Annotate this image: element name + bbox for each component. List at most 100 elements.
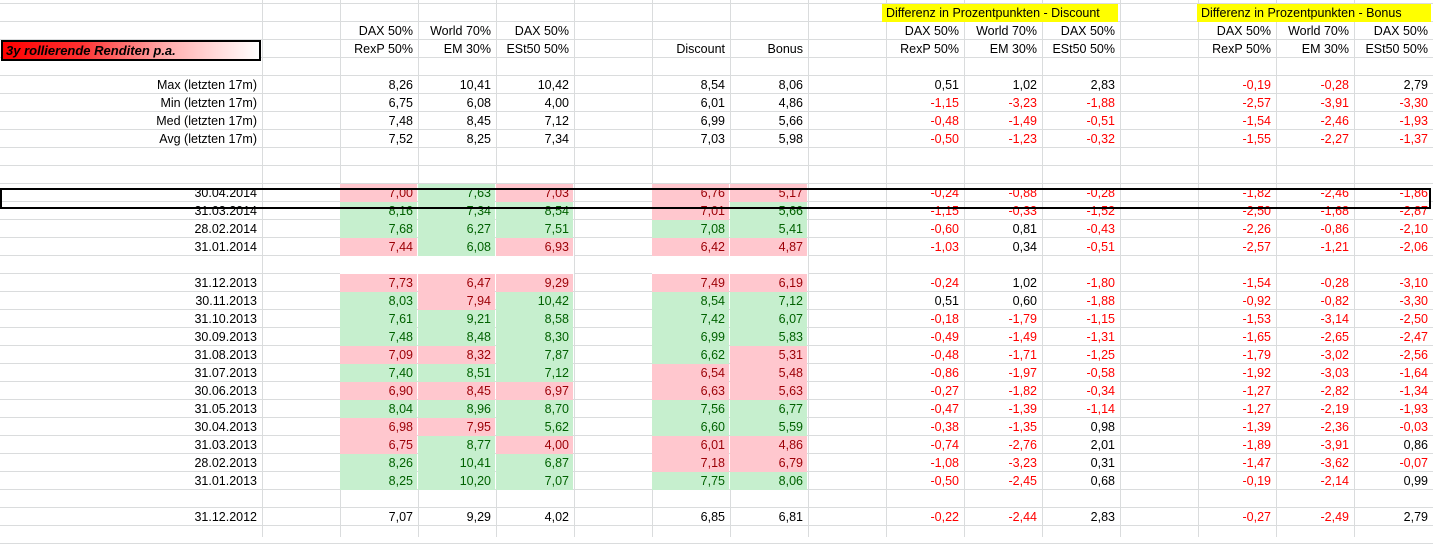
- row-value[interactable]: 0,81: [1012, 222, 1037, 236]
- row-value[interactable]: -3,03: [1320, 366, 1350, 380]
- row-value[interactable]: -2,56: [1399, 348, 1429, 362]
- row-value[interactable]: -1,39: [1008, 402, 1038, 416]
- row-value[interactable]: -0,58: [1086, 366, 1116, 380]
- row-value[interactable]: -0,27: [1242, 510, 1272, 524]
- row-date[interactable]: 28.02.2014: [194, 222, 257, 236]
- column-header-c1-line2[interactable]: RexP 50%: [1212, 42, 1271, 56]
- row-value[interactable]: -2,87: [1399, 204, 1429, 218]
- row-value[interactable]: 8,45: [418, 382, 495, 400]
- row-value[interactable]: 10,20: [418, 472, 495, 490]
- column-header-c2-line1[interactable]: World 70%: [430, 24, 491, 38]
- stat-value[interactable]: 6,01: [700, 96, 725, 110]
- stat-value[interactable]: 10,41: [459, 78, 491, 92]
- row-value[interactable]: -1,68: [1320, 204, 1350, 218]
- row-value[interactable]: 6,99: [652, 328, 729, 346]
- row-value[interactable]: 8,04: [340, 400, 417, 418]
- stat-value[interactable]: 2,79: [1403, 78, 1428, 92]
- row-value[interactable]: 6,19: [730, 274, 807, 292]
- row-value[interactable]: -0,28: [1086, 186, 1116, 200]
- column-header-c2-line2[interactable]: EM 30%: [1301, 42, 1349, 56]
- row-value[interactable]: 8,03: [340, 292, 417, 310]
- row-value[interactable]: 7,56: [652, 400, 729, 418]
- row-value[interactable]: -0,19: [1242, 474, 1272, 488]
- row-value[interactable]: -1,03: [930, 240, 960, 254]
- stat-value[interactable]: 2,83: [1090, 78, 1115, 92]
- row-value[interactable]: -2,45: [1008, 474, 1038, 488]
- row-value[interactable]: 2,01: [1090, 438, 1115, 452]
- stat-value[interactable]: 4,00: [544, 96, 569, 110]
- stat-value[interactable]: 5,98: [778, 132, 803, 146]
- row-value[interactable]: 1,02: [1012, 276, 1037, 290]
- row-value[interactable]: 8,06: [730, 472, 807, 490]
- row-value[interactable]: 4,00: [496, 436, 573, 454]
- row-value[interactable]: -1,82: [1008, 384, 1038, 398]
- row-value[interactable]: -0,50: [930, 474, 960, 488]
- row-value[interactable]: 7,08: [652, 220, 729, 238]
- column-header-c1-line1[interactable]: DAX 50%: [904, 24, 959, 38]
- row-date[interactable]: 31.10.2013: [194, 312, 257, 326]
- row-value[interactable]: -3,30: [1399, 294, 1429, 308]
- stat-value[interactable]: -0,51: [1086, 114, 1116, 128]
- row-value[interactable]: 8,77: [418, 436, 495, 454]
- row-value[interactable]: -3,02: [1320, 348, 1350, 362]
- row-value[interactable]: 8,96: [418, 400, 495, 418]
- stat-value[interactable]: 10,42: [537, 78, 569, 92]
- row-value[interactable]: 5,63: [730, 382, 807, 400]
- stat-value[interactable]: 6,08: [466, 96, 491, 110]
- row-value[interactable]: -0,86: [930, 366, 960, 380]
- row-value[interactable]: 6,93: [496, 238, 573, 256]
- row-value[interactable]: -2,36: [1320, 420, 1350, 434]
- row-value[interactable]: 5,41: [730, 220, 807, 238]
- row-date[interactable]: 31.01.2013: [194, 474, 257, 488]
- column-header-c1-line1[interactable]: DAX 50%: [1216, 24, 1271, 38]
- row-value[interactable]: -1,31: [1086, 330, 1116, 344]
- row-date[interactable]: 30.06.2013: [194, 384, 257, 398]
- stat-value[interactable]: -1,49: [1008, 114, 1038, 128]
- row-value[interactable]: 7,94: [418, 292, 495, 310]
- row-value[interactable]: 6,07: [730, 310, 807, 328]
- column-header-c3-line1[interactable]: DAX 50%: [1060, 24, 1115, 38]
- row-value[interactable]: 7,18: [652, 454, 729, 472]
- column-header-c1-line1[interactable]: DAX 50%: [358, 24, 413, 38]
- row-value[interactable]: -2,65: [1320, 330, 1350, 344]
- stat-value[interactable]: 6,75: [388, 96, 413, 110]
- row-value[interactable]: 2,79: [1403, 510, 1428, 524]
- row-value[interactable]: -0,18: [930, 312, 960, 326]
- row-value[interactable]: -1,88: [1086, 294, 1116, 308]
- row-value[interactable]: 9,21: [418, 310, 495, 328]
- row-value[interactable]: 8,26: [340, 454, 417, 472]
- row-value[interactable]: 7,51: [496, 220, 573, 238]
- row-value[interactable]: -0,88: [1008, 186, 1038, 200]
- row-value[interactable]: 6,54: [652, 364, 729, 382]
- stat-value[interactable]: -0,50: [930, 132, 960, 146]
- row-value[interactable]: 7,44: [340, 238, 417, 256]
- row-value[interactable]: 8,30: [496, 328, 573, 346]
- row-value[interactable]: 8,70: [496, 400, 573, 418]
- row-value[interactable]: 10,41: [418, 454, 495, 472]
- row-value[interactable]: 5,62: [496, 418, 573, 436]
- stat-value[interactable]: 8,45: [466, 114, 491, 128]
- row-value[interactable]: -2,26: [1242, 222, 1272, 236]
- stat-value[interactable]: -1,55: [1242, 132, 1272, 146]
- row-value[interactable]: -1,64: [1399, 366, 1429, 380]
- row-value[interactable]: 8,48: [418, 328, 495, 346]
- stat-value[interactable]: -3,91: [1320, 96, 1350, 110]
- column-header-discount[interactable]: Discount: [676, 42, 725, 56]
- column-header-c3-line2[interactable]: ESt50 50%: [506, 42, 569, 56]
- row-date[interactable]: 30.04.2013: [194, 420, 257, 434]
- row-value[interactable]: 6,47: [418, 274, 495, 292]
- row-value[interactable]: -0,92: [1242, 294, 1272, 308]
- row-value[interactable]: -3,10: [1399, 276, 1429, 290]
- row-value[interactable]: -0,34: [1086, 384, 1116, 398]
- stat-value[interactable]: -0,32: [1086, 132, 1116, 146]
- row-value[interactable]: -0,47: [930, 402, 960, 416]
- row-value[interactable]: -0,86: [1320, 222, 1350, 236]
- row-value[interactable]: 0,60: [1012, 294, 1037, 308]
- row-value[interactable]: 7,87: [496, 346, 573, 364]
- row-value[interactable]: -0,24: [930, 276, 960, 290]
- row-value[interactable]: -2,44: [1008, 510, 1038, 524]
- row-value[interactable]: -1,14: [1086, 402, 1116, 416]
- stat-value[interactable]: -1,23: [1008, 132, 1038, 146]
- row-value[interactable]: 4,02: [544, 510, 569, 524]
